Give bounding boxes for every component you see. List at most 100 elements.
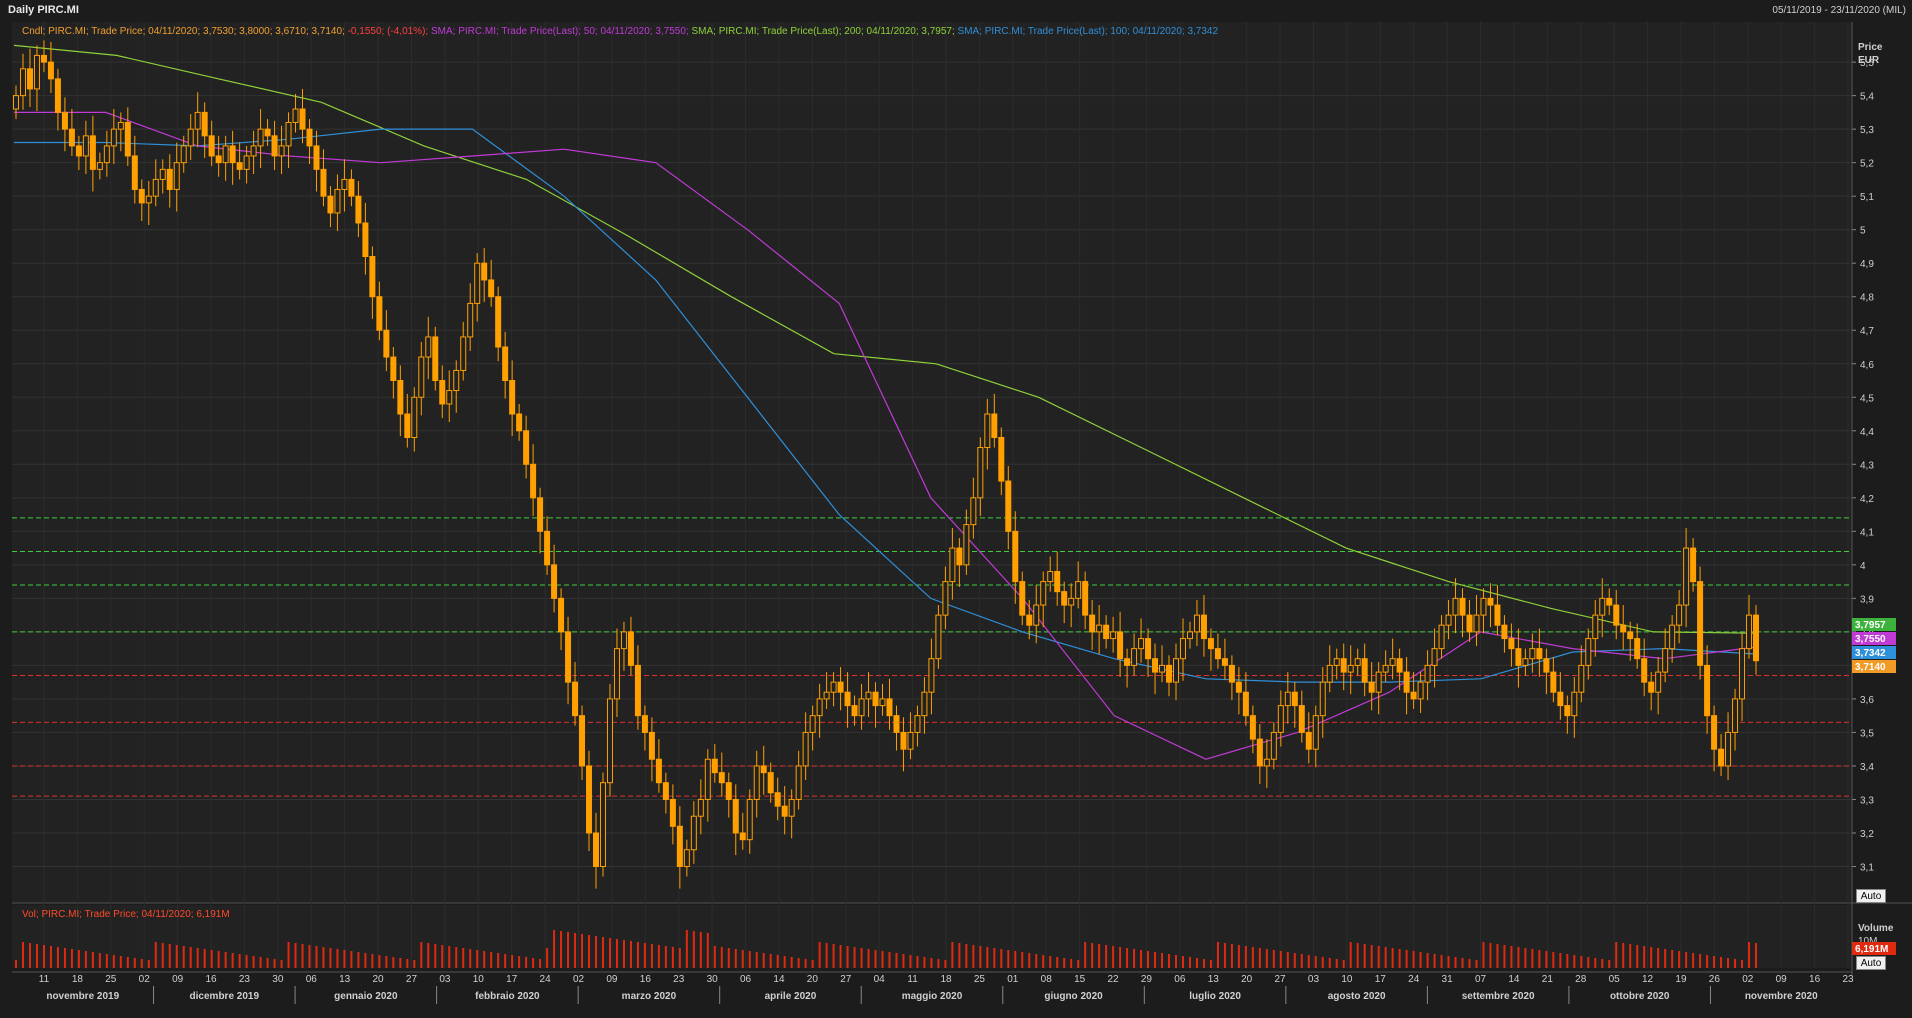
candle-body <box>683 849 690 867</box>
candle-body <box>1487 597 1494 606</box>
candle-body <box>75 145 82 157</box>
volume-bar <box>364 953 367 968</box>
value-badge-label: 6,191M <box>1855 944 1888 955</box>
volume-bar <box>574 933 577 968</box>
volume-bar <box>1021 952 1024 968</box>
volume-bar <box>1314 956 1317 968</box>
volume-bar <box>825 943 828 968</box>
x-day-label: 07 <box>1475 974 1487 985</box>
volume-bar <box>1258 948 1261 968</box>
candle-body <box>271 135 278 157</box>
candle-body <box>1613 604 1620 626</box>
candle-body <box>795 765 802 800</box>
candle-body <box>1389 658 1396 666</box>
candle-body <box>1396 658 1403 673</box>
candle-body <box>40 54 47 63</box>
candle-body <box>753 765 760 800</box>
volume-bar <box>839 945 842 968</box>
x-day-label: 06 <box>1174 974 1186 985</box>
candle-body <box>662 782 669 800</box>
volume-bar <box>1070 959 1073 968</box>
volume-bar <box>21 942 24 968</box>
candle-body <box>1312 715 1319 750</box>
x-day-label: 11 <box>39 974 50 985</box>
volume-bar <box>706 933 709 968</box>
x-day-label: 03 <box>1308 974 1320 985</box>
candle-body <box>334 188 341 214</box>
volume-bar <box>1363 944 1366 968</box>
candle-body <box>1382 664 1389 673</box>
volume-bar <box>1419 952 1422 968</box>
volume-bar <box>371 954 374 968</box>
candle-body <box>1641 658 1648 683</box>
x-day-label: 02 <box>1742 974 1754 985</box>
volume-bar <box>98 953 101 968</box>
volume-bar <box>1307 955 1310 968</box>
candle-body <box>313 145 320 170</box>
volume-bar <box>203 949 206 968</box>
volume-bar <box>1482 942 1485 968</box>
volume-bar <box>1335 959 1338 968</box>
x-day-label: 15 <box>1074 974 1086 985</box>
candle-body <box>1110 631 1117 640</box>
x-day-label: 20 <box>1241 974 1253 985</box>
x-day-label: 10 <box>473 974 485 985</box>
volume-bar <box>1559 953 1562 968</box>
volume-bar <box>1608 960 1611 968</box>
candle-body <box>26 68 33 90</box>
candle-body <box>865 691 872 700</box>
volume-bar <box>490 952 493 968</box>
candle-body <box>586 765 593 834</box>
x-day-label: 30 <box>272 974 284 985</box>
candle-body <box>369 256 376 298</box>
volume-bar <box>643 943 646 968</box>
candle-body <box>201 111 208 137</box>
volume-bar <box>1503 945 1506 968</box>
candle-body <box>1326 664 1333 683</box>
candle-body <box>774 792 781 807</box>
candle-body <box>823 691 830 700</box>
volume-bar <box>42 945 45 968</box>
volume-bar <box>427 943 430 968</box>
volume-bar <box>790 957 793 968</box>
x-day-label: 22 <box>1107 974 1119 985</box>
candle-body <box>704 758 711 800</box>
candle-body <box>572 681 579 717</box>
price-tick-label: 4,4 <box>1860 427 1874 438</box>
volume-bar <box>399 958 402 968</box>
volume-auto-button[interactable]: Auto <box>1856 956 1886 970</box>
candle-body <box>593 832 599 867</box>
value-badge <box>1852 942 1896 955</box>
candle-body <box>1543 658 1550 673</box>
volume-bar <box>860 948 863 968</box>
volume-bar <box>895 953 898 968</box>
price-tick-label: 3,3 <box>1860 795 1874 806</box>
x-day-label: 30 <box>707 974 719 985</box>
volume-bar <box>1119 947 1122 968</box>
candle-body <box>1026 614 1033 626</box>
candle-body <box>488 279 495 298</box>
candle-body <box>1424 664 1431 683</box>
volume-bar <box>965 944 968 968</box>
x-day-label: 08 <box>1041 974 1053 985</box>
volume-bar <box>1168 954 1171 968</box>
price-auto-button[interactable]: Auto <box>1856 889 1886 903</box>
candle-body <box>47 61 54 80</box>
candle-body <box>1173 658 1179 683</box>
x-day-label: 13 <box>339 974 351 985</box>
candle-body <box>320 168 327 197</box>
volume-bar <box>601 937 604 968</box>
volume-bar <box>1468 959 1471 968</box>
volume-bar <box>483 951 486 968</box>
candle-body <box>697 798 704 817</box>
candle-body <box>103 145 110 164</box>
candle-body <box>725 782 732 800</box>
candle-body <box>96 162 103 170</box>
candle-body <box>1697 581 1704 666</box>
volume-bar <box>1091 943 1094 968</box>
volume-bar <box>622 940 625 968</box>
volume-bar <box>1328 958 1331 968</box>
candle-body <box>914 715 921 733</box>
volume-bar <box>224 952 227 968</box>
